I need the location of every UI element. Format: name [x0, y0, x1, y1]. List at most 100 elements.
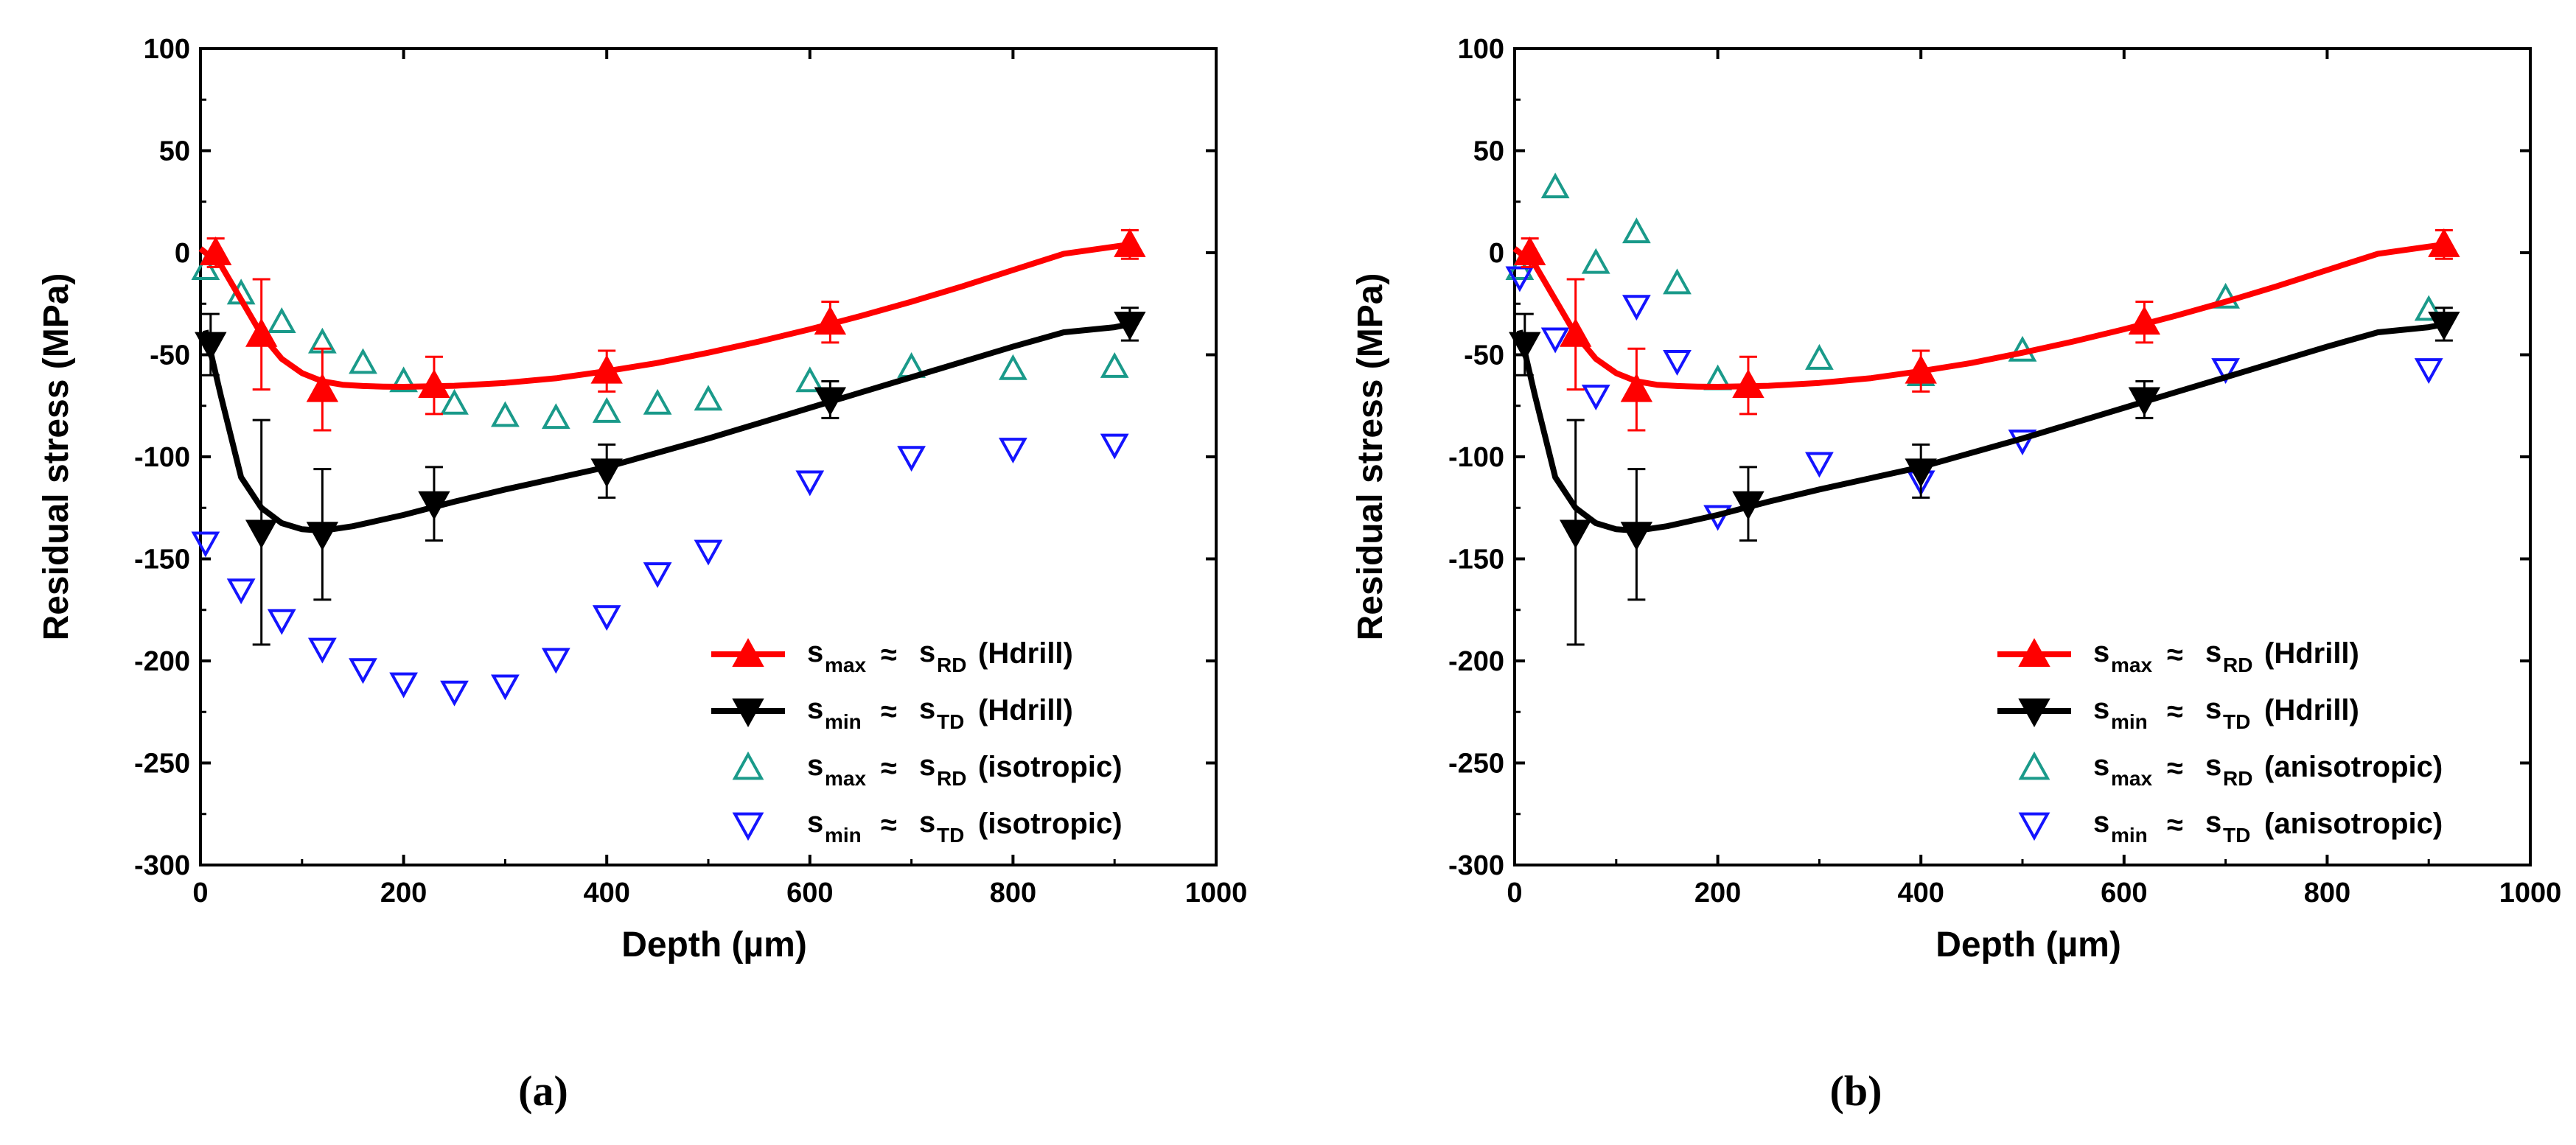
legend-approx: ≈: [2167, 752, 2183, 785]
legend-marker-smin_hdrill: [2018, 698, 2050, 728]
legend-marker-smin_iso: [732, 812, 764, 841]
legend-approx: ≈: [2167, 696, 2183, 728]
smax_iso-point: [1100, 352, 1129, 378]
series-smax_hdrill: [198, 228, 1146, 432]
legend-tag: (anisotropic): [2264, 808, 2443, 840]
smax_iso-point: [643, 388, 672, 415]
smin_hdrill-point: [1905, 458, 1937, 488]
smax_iso-point: [491, 401, 520, 427]
y-tick-label: 100: [144, 34, 190, 65]
series-smin_hdrill: [1509, 307, 2460, 646]
legend-symbol: s: [919, 693, 935, 725]
legend-symbol: s: [2093, 636, 2109, 668]
smin_aniso-point: [1581, 385, 1610, 411]
y-tick-label: -50: [1464, 340, 1504, 371]
legend-tag: (Hdrill): [978, 637, 1073, 670]
x-axis-title: Depth (µm): [621, 925, 807, 964]
panel-a: 0 200 400 600 800 1000-300-250-200-150-100-50…: [37, 34, 1247, 1115]
smin_iso-point: [999, 438, 1027, 464]
smin_aniso-point: [2414, 358, 2443, 385]
smax_hdrill-point: [1513, 236, 1546, 265]
y-tick-label: 0: [1489, 238, 1504, 269]
smax_aniso-point: [2211, 282, 2240, 309]
smax_iso-point: [349, 348, 377, 374]
legend-symbol: s: [919, 636, 935, 668]
legend-symbol: s: [807, 749, 823, 782]
plot-frame: [199, 47, 1218, 866]
smin_hdrill-point: [1559, 519, 1592, 549]
x-tick-label: 400: [1897, 878, 1944, 908]
smax_hdrill-point: [2128, 306, 2161, 335]
smax_iso-point: [389, 366, 418, 393]
x-tick-label: 600: [786, 878, 833, 908]
smin_hdrill-point: [590, 458, 623, 488]
legend-subscript: RD: [2223, 654, 2252, 676]
smax_aniso-point: [1805, 343, 1834, 370]
smax_aniso-point: [1581, 248, 1610, 274]
panel-label: (a): [518, 1067, 568, 1115]
legend-approx: ≈: [881, 639, 897, 671]
legend-tag: (Hdrill): [978, 694, 1073, 726]
smin_aniso-point: [2211, 358, 2240, 385]
y-tick-label: -300: [134, 850, 190, 881]
smin_hdrill-point: [1620, 522, 1653, 551]
legend: s max ≈ s RD (Hdrill)s min ≈ s TD (Hdrill)s max ≈ s RD…: [1997, 636, 2443, 847]
series-smin_hdrill: [195, 307, 1146, 646]
smax_hdrill-point: [590, 354, 623, 384]
smin_iso-point: [643, 562, 672, 589]
legend-symbol: s: [2205, 749, 2221, 782]
legend-subscript: min: [2111, 710, 2148, 733]
legend-subscript: max: [2111, 654, 2152, 676]
y-tick-label: -200: [134, 646, 190, 677]
smax_aniso-point: [1540, 172, 1570, 199]
legend-marker-smax_aniso: [2018, 751, 2050, 780]
y-tick-label: 100: [1458, 34, 1504, 65]
y-tick-label: -250: [134, 749, 190, 780]
legend-symbol: s: [807, 693, 823, 725]
legend-subscript: min: [2111, 824, 2148, 847]
legend-tag: (Hdrill): [2264, 694, 2359, 726]
smin_iso-point: [795, 470, 825, 497]
x-tick-label: 0: [192, 878, 208, 908]
smin_hdrill-point: [195, 332, 227, 361]
smin_iso-point: [491, 674, 520, 701]
smin_aniso-point: [1505, 266, 1535, 293]
legend-symbol: s: [2205, 693, 2221, 725]
smax_aniso-point: [1663, 268, 1692, 295]
legend-subscript: max: [2111, 767, 2152, 790]
panel-b: 0 200 400 600 800 1000-300-250-200-150-100-50…: [1351, 34, 2561, 1115]
smin_aniso-point: [1622, 295, 1651, 321]
smax_hdrill-point: [1905, 354, 1937, 384]
legend-subscript: max: [825, 654, 866, 676]
y-tick-label: -250: [1448, 749, 1504, 780]
smin_hdrill-point: [306, 522, 339, 551]
y-tick-label: -50: [150, 340, 190, 371]
smin_aniso-point: [1540, 327, 1570, 354]
x-axis-title: Depth (µm): [1936, 925, 2121, 964]
smax_hdrill-point: [1620, 373, 1653, 402]
plot-frame: [1513, 47, 2532, 866]
y-tick-label: -300: [1448, 850, 1504, 881]
y-tick-label: 50: [1473, 136, 1504, 167]
smax_hdrill-point: [306, 373, 339, 402]
smax_iso-point: [795, 366, 825, 393]
smin_hdrill-point: [814, 387, 847, 416]
legend-subscript: TD: [937, 710, 964, 733]
smax_iso-point: [694, 385, 723, 411]
y-tick-label: 0: [175, 238, 190, 269]
panel-label: (b): [1830, 1067, 1882, 1115]
smax_hdrill-point: [2428, 228, 2460, 257]
legend-approx: ≈: [881, 696, 897, 728]
legend-subscript: RD: [2223, 767, 2252, 790]
x-tick-label: 200: [380, 878, 427, 908]
legend-marker-smax_iso: [732, 751, 764, 780]
smin_hdrill-point: [1509, 332, 1541, 361]
legend-subscript: max: [825, 767, 866, 790]
smax_iso-point: [267, 307, 296, 333]
smin_iso-point: [541, 648, 570, 674]
x-tick-label: 800: [990, 878, 1036, 908]
smax_hdrill-point: [199, 236, 232, 265]
x-tick-label: 800: [2304, 878, 2350, 908]
y-axis-title: Residual stress (MPa): [37, 273, 76, 641]
y-tick-label: 50: [159, 136, 190, 167]
